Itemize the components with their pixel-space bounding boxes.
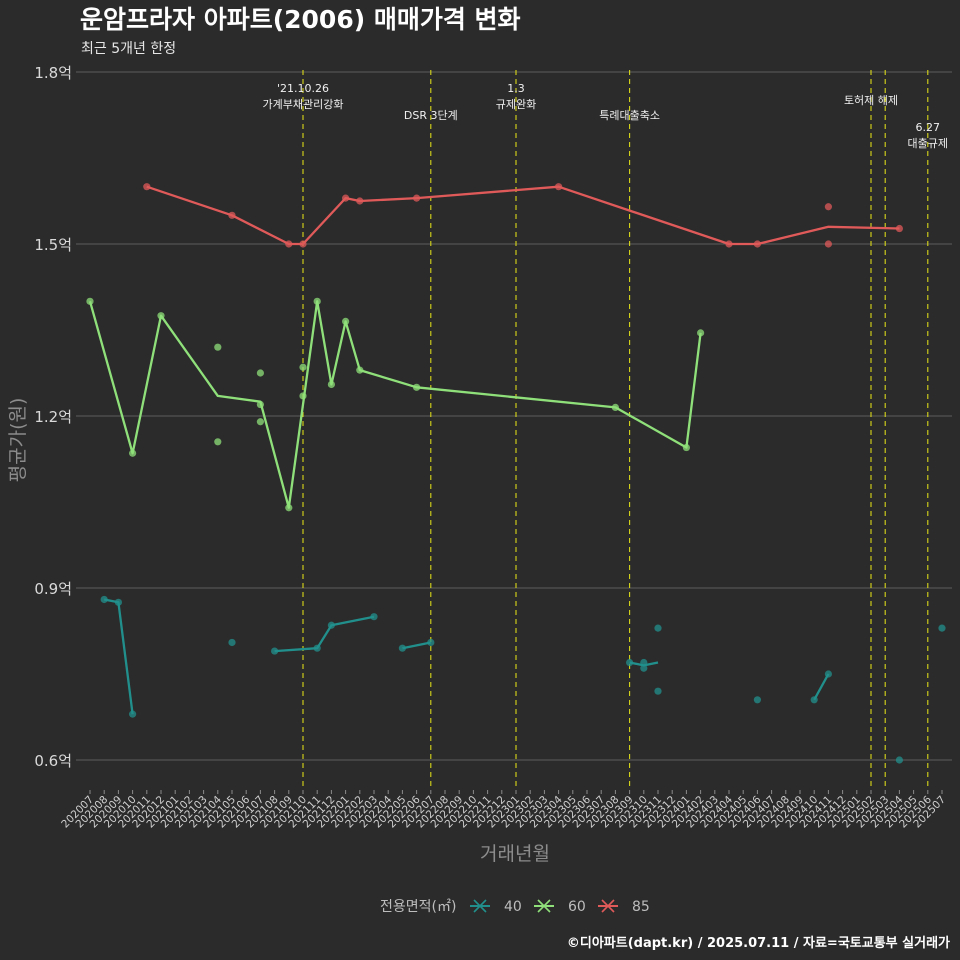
data-point-85: [342, 194, 350, 202]
data-point-85: [228, 211, 236, 219]
legend-title: 전용면적(㎡): [380, 899, 456, 915]
data-point-85: [753, 240, 762, 248]
event-label: 토허제 해제: [844, 93, 898, 107]
caption: ©디아파트(dapt.kr) / 2025.07.11 / 자료=국토교통부 실…: [567, 935, 950, 951]
data-point-40: [313, 644, 321, 652]
legend-label: 60: [568, 899, 586, 915]
legend: 전용면적(㎡) 40 60 85: [380, 899, 650, 915]
legend-key-cross: [537, 899, 551, 913]
data-point-40: [753, 696, 762, 704]
data-point-60: [413, 383, 421, 391]
data-point-40: [271, 647, 279, 655]
legend-label: 85: [632, 899, 650, 915]
chart-subtitle: 최근 5개년 한정: [81, 41, 176, 57]
event-label: 1.3: [507, 82, 525, 95]
data-point-85: [895, 224, 904, 233]
data-point-85: [285, 240, 293, 248]
legend-key-cross: [473, 899, 487, 913]
data-point-60: [327, 380, 335, 389]
data-point-40: [640, 658, 648, 667]
data-point-40: [654, 687, 662, 695]
data-point-85: [413, 194, 421, 202]
x-axis-title: 거래년월: [480, 843, 550, 865]
y-tick-label: 1.5억: [34, 236, 72, 254]
data-point-85: [299, 240, 307, 248]
data-point-85: [356, 197, 364, 205]
data-point-40: [895, 756, 904, 764]
series-line-40: [813, 673, 830, 701]
series-60: [86, 297, 705, 512]
data-point-60: [697, 329, 705, 337]
data-point-85: [555, 183, 563, 191]
y-axis-title: 평균가(원): [7, 398, 29, 483]
data-point-40: [114, 598, 122, 606]
data-point-85: [725, 240, 733, 248]
series-40: [100, 595, 946, 764]
data-point-40: [938, 624, 946, 632]
y-axis-ticks: 0.6억 0.9억 1.2억 1.5억 1.8억: [34, 64, 72, 770]
data-point-40: [810, 696, 818, 704]
y-tick-label: 1.2억: [34, 408, 72, 426]
series-line-40: [274, 615, 375, 653]
data-point-40: [370, 613, 378, 621]
data-point-40: [626, 658, 634, 667]
chart-title: 운암프라자 아파트(2006) 매매가격 변화: [80, 5, 521, 34]
event-label: 특례대출축소: [599, 109, 660, 122]
data-point-60: [214, 438, 222, 446]
data-point-60: [214, 343, 222, 351]
event-label: 가계부채관리강화: [263, 98, 344, 111]
data-point-40: [654, 624, 662, 632]
data-point-60: [299, 392, 307, 400]
data-point-60: [682, 443, 691, 452]
data-point-60: [299, 363, 307, 371]
data-point-60: [256, 400, 264, 409]
data-point-40: [100, 595, 108, 604]
series-line-40: [103, 598, 134, 715]
series-line-85: [146, 185, 900, 246]
data-point-60: [256, 369, 264, 377]
data-point-60: [313, 297, 321, 305]
grid-lines: [76, 71, 952, 761]
data-point-60: [342, 317, 350, 325]
data-point-85: [824, 203, 833, 211]
data-point-60: [285, 504, 293, 512]
data-point-60: [611, 403, 620, 411]
data-point-85: [824, 240, 833, 248]
legend-item-85: 85: [598, 899, 650, 915]
legend-item-40: 40: [470, 899, 522, 915]
y-tick-label: 0.9억: [34, 580, 72, 598]
data-point-60: [356, 366, 364, 374]
data-series: [86, 183, 946, 764]
data-point-60: [86, 297, 94, 305]
x-axis-ticks: 2020072020082020092020102020112020122021…: [59, 790, 948, 830]
data-point-85: [143, 183, 151, 191]
y-tick-label: 0.6억: [34, 752, 72, 770]
data-point-40: [228, 638, 236, 647]
series-85: [143, 183, 904, 248]
legend-label: 40: [504, 899, 522, 915]
series-line-40: [402, 641, 432, 650]
event-label: DSR 3단계: [404, 109, 458, 122]
data-point-40: [327, 621, 335, 629]
y-tick-label: 1.8억: [34, 64, 72, 82]
data-point-40: [427, 638, 435, 647]
event-label: 규제완화: [496, 98, 536, 111]
data-point-40: [398, 644, 406, 652]
legend-item-60: 60: [534, 899, 586, 915]
event-label: 대출규제: [908, 137, 948, 150]
data-point-40: [129, 710, 137, 718]
event-label: '21.10.26: [277, 82, 329, 95]
data-point-40: [640, 664, 648, 672]
data-point-60: [157, 312, 165, 320]
data-point-40: [824, 670, 833, 678]
data-point-60: [256, 418, 264, 426]
data-point-60: [129, 449, 137, 457]
legend-key-cross: [601, 899, 615, 913]
series-line-60: [88, 300, 702, 509]
event-label: 6.27: [916, 121, 941, 134]
